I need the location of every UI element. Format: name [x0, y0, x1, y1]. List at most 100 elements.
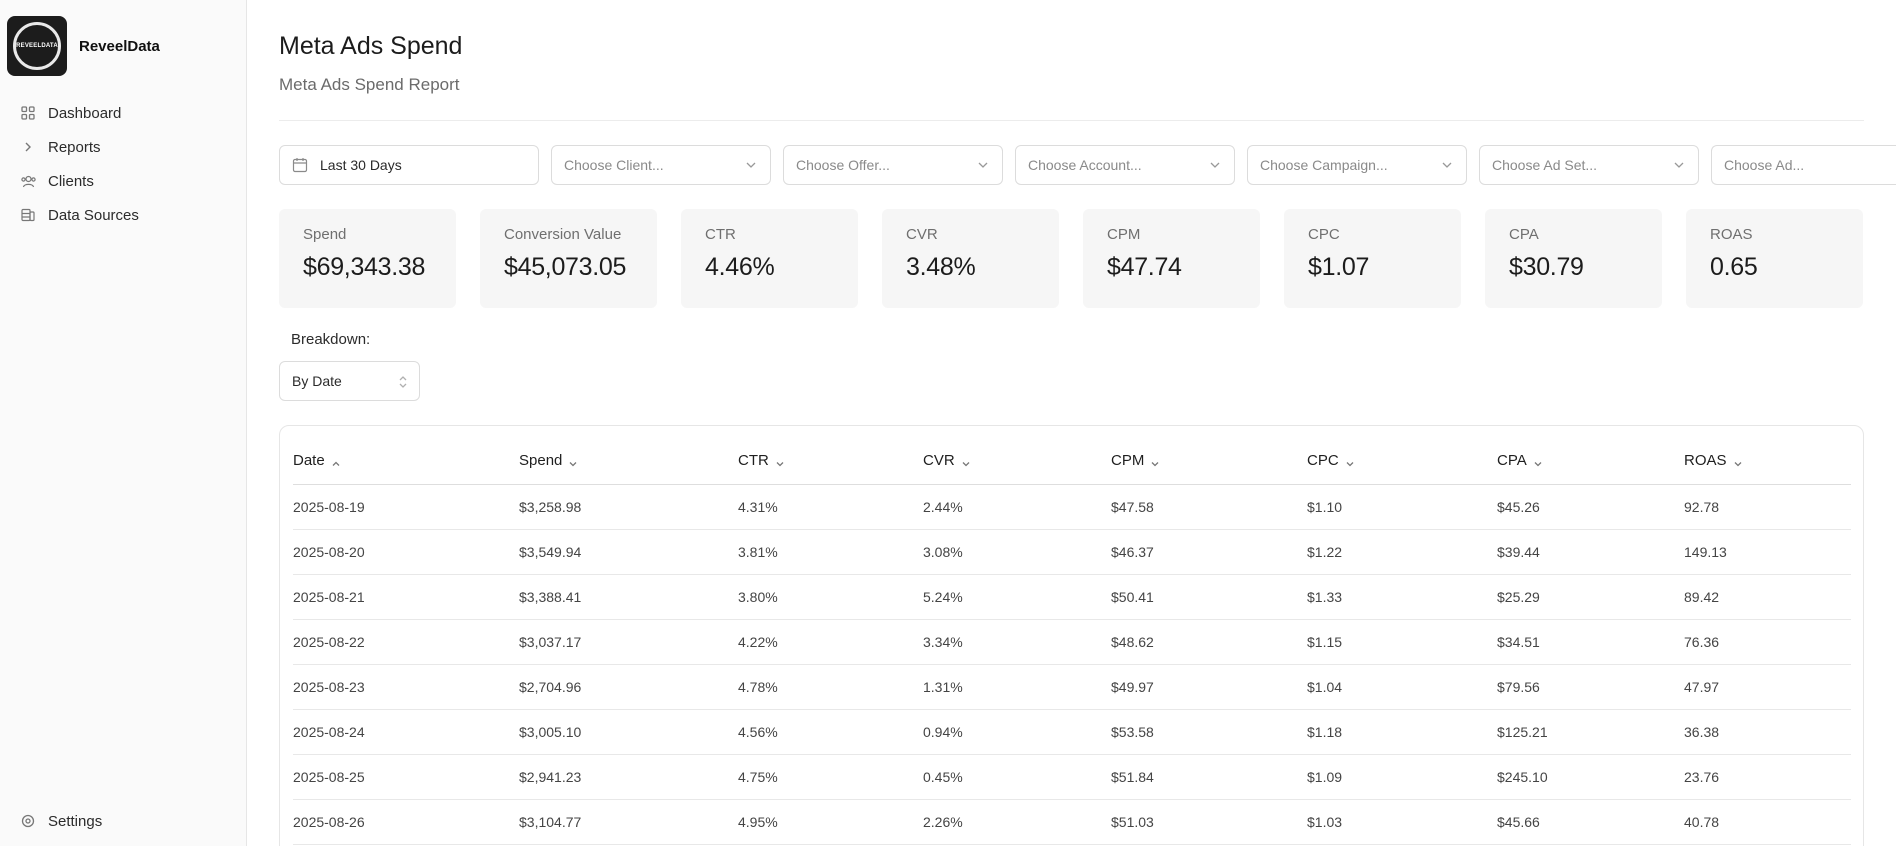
metric-card-cpc: CPC $1.07	[1284, 209, 1461, 308]
calendar-icon	[292, 157, 308, 173]
sidebar-bottom: Settings	[0, 804, 246, 838]
table-cell-spend: $3,388.41	[519, 574, 738, 620]
table-cell-ctr: 4.78%	[738, 664, 923, 710]
ad-select[interactable]: Choose Ad...	[1711, 145, 1896, 185]
page-title: Meta Ads Spend	[279, 32, 463, 60]
sidebar-item-reports[interactable]: Reports	[0, 130, 246, 164]
table-cell-cpm: $50.41	[1111, 574, 1307, 620]
metric-value: $1.07	[1308, 253, 1370, 281]
table-cell-roas: 89.42	[1684, 574, 1851, 620]
table-row[interactable]: 2025-08-26 $3,104.77 4.95% 2.26% $51.03 $1.03…	[293, 799, 1851, 845]
sidebar-item-clients[interactable]: Clients	[0, 164, 246, 198]
ad-set-select[interactable]: Choose Ad Set...	[1479, 145, 1699, 185]
metric-label: Spend	[303, 226, 347, 243]
brand-logo-text: REVEELDATA	[16, 43, 58, 49]
table-row[interactable]: 2025-08-20 $3,549.94 3.81% 3.08% $46.37 $1.22…	[293, 529, 1851, 575]
table-body: 2025-08-19 $3,258.98 4.31% 2.44% $47.58 $1.10…	[293, 484, 1851, 845]
campaign-select[interactable]: Choose Campaign...	[1247, 145, 1467, 185]
table-cell-spend: $3,104.77	[519, 799, 738, 845]
date-range-value: Last 30 Days	[320, 157, 402, 173]
table-cell-roas: 149.13	[1684, 529, 1851, 575]
table-cell-cpm: $51.03	[1111, 799, 1307, 845]
metric-card-cpa: CPA $30.79	[1485, 209, 1662, 308]
table-row[interactable]: 2025-08-22 $3,037.17 4.22% 3.34% $48.62 $1.15…	[293, 619, 1851, 665]
table-cell-roas: 92.78	[1684, 484, 1851, 530]
table-row[interactable]: 2025-08-24 $3,005.10 4.56% 0.94% $53.58 $1.18…	[293, 709, 1851, 755]
sidebar-item-dashboard[interactable]: Dashboard	[0, 96, 246, 130]
campaign-select-placeholder: Choose Campaign...	[1260, 157, 1388, 173]
client-select[interactable]: Choose Client...	[551, 145, 771, 185]
column-header-cpm[interactable]: CPM	[1111, 438, 1307, 485]
users-icon	[20, 173, 36, 189]
column-header-cvr[interactable]: CVR	[923, 438, 1111, 485]
table-cell-cvr: 1.31%	[923, 664, 1111, 710]
column-header-cpc[interactable]: CPC	[1307, 438, 1497, 485]
sidebar-item-data-sources[interactable]: Data Sources	[0, 198, 246, 232]
table-row[interactable]: 2025-08-21 $3,388.41 3.80% 5.24% $50.41 $1.33…	[293, 574, 1851, 620]
column-header-cpa[interactable]: CPA	[1497, 438, 1684, 485]
column-header-label: Spend	[519, 452, 563, 470]
column-header-roas[interactable]: ROAS	[1684, 438, 1851, 485]
brand[interactable]: REVEELDATA ReveelData	[7, 16, 160, 76]
table-cell-date: 2025-08-19	[293, 484, 519, 530]
sidebar-item-settings[interactable]: Settings	[0, 804, 246, 838]
table-cell-cpa: $34.51	[1497, 619, 1684, 665]
table-cell-cvr: 2.26%	[923, 799, 1111, 845]
table-row[interactable]: 2025-08-19 $3,258.98 4.31% 2.44% $47.58 $1.10…	[293, 484, 1851, 530]
table-cell-roas: 36.38	[1684, 709, 1851, 755]
data-table: Date Spend CTR CVR CPM CPC CPA ROAS 2025…	[293, 438, 1851, 845]
table-cell-roas: 76.36	[1684, 619, 1851, 665]
metric-value: $45,073.05	[504, 253, 627, 281]
table-cell-cpc: $1.03	[1307, 799, 1497, 845]
table-cell-ctr: 4.75%	[738, 754, 923, 800]
table-cell-date: 2025-08-22	[293, 619, 519, 665]
table-cell-cpc: $1.04	[1307, 664, 1497, 710]
account-select-placeholder: Choose Account...	[1028, 157, 1142, 173]
offer-select[interactable]: Choose Offer...	[783, 145, 1003, 185]
breakdown-select-value: By Date	[292, 373, 342, 389]
table-cell-roas: 40.78	[1684, 799, 1851, 845]
sort-descending-icon	[568, 456, 578, 467]
page-subtitle: Meta Ads Spend Report	[279, 75, 460, 94]
table-cell-cvr: 3.08%	[923, 529, 1111, 575]
chevron-up-down-icon	[397, 373, 409, 391]
metric-value: 0.65	[1710, 253, 1758, 281]
table-cell-cpc: $1.22	[1307, 529, 1497, 575]
metric-label: CPA	[1509, 226, 1539, 243]
sidebar-item-label: Settings	[48, 812, 103, 830]
table-cell-ctr: 3.80%	[738, 574, 923, 620]
table-cell-date: 2025-08-26	[293, 799, 519, 845]
table-cell-spend: $2,941.23	[519, 754, 738, 800]
table-cell-cpa: $125.21	[1497, 709, 1684, 755]
data-table-container: Date Spend CTR CVR CPM CPC CPA ROAS 2025…	[279, 425, 1864, 846]
table-cell-cpa: $79.56	[1497, 664, 1684, 710]
metric-label: ROAS	[1710, 226, 1753, 243]
metric-label: CPC	[1308, 226, 1340, 243]
date-range-picker[interactable]: Last 30 Days	[279, 145, 539, 185]
column-header-date[interactable]: Date	[293, 438, 519, 485]
breakdown-select[interactable]: By Date	[279, 361, 420, 401]
table-cell-cpm: $53.58	[1111, 709, 1307, 755]
column-header-ctr[interactable]: CTR	[738, 438, 923, 485]
grid-icon	[20, 105, 36, 121]
metric-value: $30.79	[1509, 253, 1584, 281]
table-row[interactable]: 2025-08-23 $2,704.96 4.78% 1.31% $49.97 $1.04…	[293, 664, 1851, 710]
account-select[interactable]: Choose Account...	[1015, 145, 1235, 185]
chevron-right-icon	[20, 139, 36, 155]
column-header-spend[interactable]: Spend	[519, 438, 738, 485]
table-cell-ctr: 4.22%	[738, 619, 923, 665]
table-row[interactable]: 2025-08-25 $2,941.23 4.75% 0.45% $51.84 $1.09…	[293, 754, 1851, 800]
chevron-down-icon	[1208, 158, 1222, 172]
metric-card-spend: Spend $69,343.38	[279, 209, 456, 308]
table-cell-spend: $3,037.17	[519, 619, 738, 665]
chevron-down-icon	[744, 158, 758, 172]
table-cell-date: 2025-08-24	[293, 709, 519, 755]
table-cell-date: 2025-08-21	[293, 574, 519, 620]
sidebar: REVEELDATA ReveelData Dashboard Reports	[0, 0, 247, 846]
gear-icon	[20, 813, 36, 829]
table-cell-cpa: $39.44	[1497, 529, 1684, 575]
table-cell-cpc: $1.09	[1307, 754, 1497, 800]
filter-bar: Last 30 Days Choose Client... Choose Off…	[279, 145, 1896, 185]
metric-value: 4.46%	[705, 253, 775, 281]
metric-label: CVR	[906, 226, 938, 243]
